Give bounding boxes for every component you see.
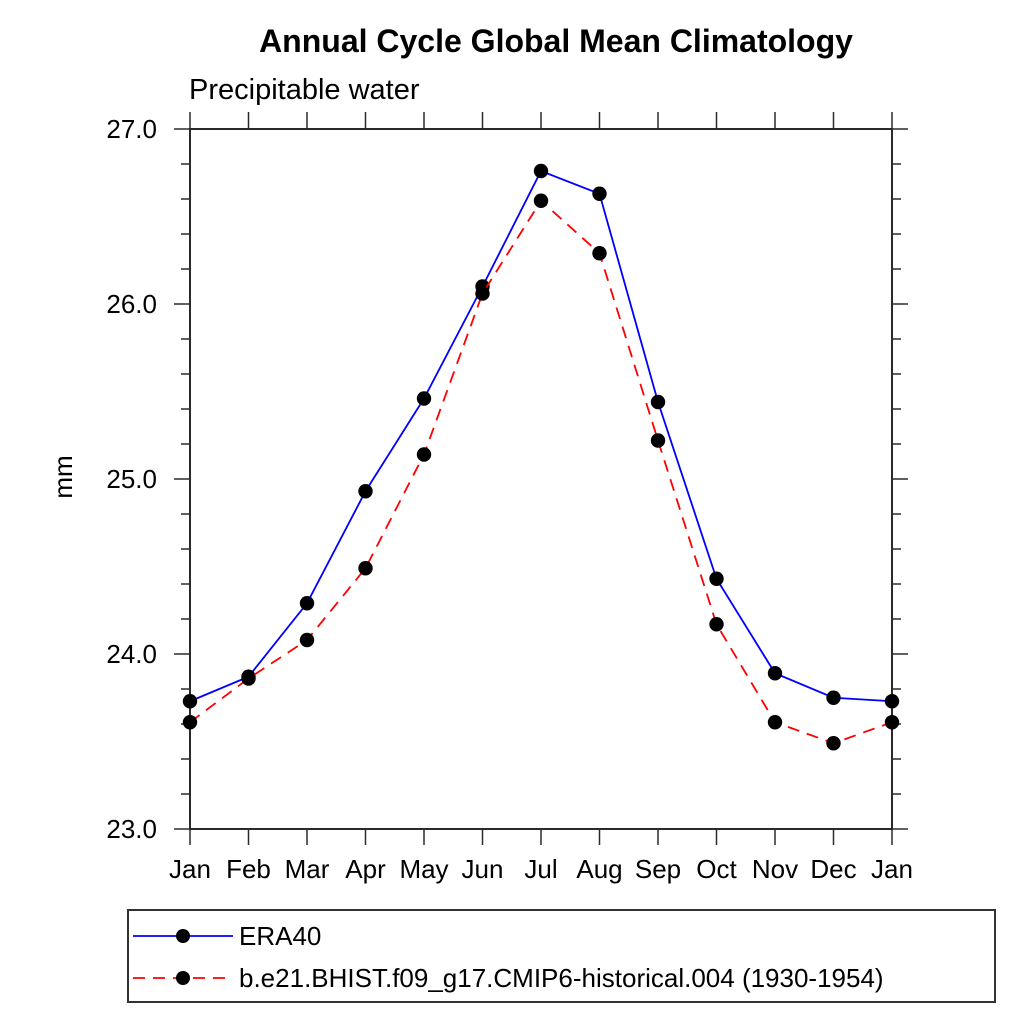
- data-point-marker: [884, 715, 900, 730]
- legend-label-cmip6: b.e21.BHIST.f09_g17.CMIP6-historical.004…: [239, 963, 884, 993]
- y-tick-label: 23.0: [106, 814, 157, 844]
- x-tick-label: May: [399, 854, 448, 884]
- x-tick-label: Oct: [696, 854, 737, 884]
- y-tick-label: 24.0: [106, 639, 157, 669]
- data-point-marker: [709, 571, 724, 586]
- data-point-marker: [650, 433, 666, 448]
- data-point-marker: [826, 690, 841, 705]
- data-series: [182, 163, 900, 751]
- legend-label-era40: ERA40: [239, 921, 321, 951]
- y-tick-label: 27.0: [106, 114, 157, 144]
- chart-title: Annual Cycle Global Mean Climatology: [259, 23, 853, 59]
- axes: Jan Feb Mar Apr May Jun Jul Aug Sep Oct Nov Dec Jan 2…: [106, 112, 913, 884]
- data-point-marker: [358, 561, 373, 576]
- series-line-0: [189, 169, 893, 703]
- data-point-marker: [767, 666, 783, 681]
- x-tick-label: Jun: [462, 854, 504, 884]
- legend-marker-icon: [176, 971, 190, 985]
- chart-subtitle: Precipitable water: [189, 74, 420, 106]
- data-point-marker: [650, 394, 666, 410]
- legend-marker-icon: [176, 929, 190, 943]
- x-tick-label: Jan: [871, 854, 913, 884]
- data-point-marker: [358, 484, 373, 499]
- data-point-marker: [475, 286, 490, 301]
- data-point-marker: [592, 186, 607, 201]
- series-line-1: [189, 199, 893, 745]
- legend-box: [127, 909, 996, 1003]
- data-point-marker: [416, 447, 432, 462]
- legend: ERA40 b.e21.BHIST.f09_g17.CMIP6-historic…: [127, 909, 996, 1003]
- x-tick-label: Mar: [285, 854, 330, 884]
- data-point-marker: [182, 694, 198, 709]
- x-tick-label: Dec: [810, 854, 856, 884]
- x-tick-label: Sep: [635, 854, 681, 884]
- x-tick-label: Nov: [752, 854, 798, 884]
- data-point-marker: [709, 617, 724, 632]
- x-tick-label: Jan: [169, 854, 211, 884]
- x-tick-label: Apr: [345, 854, 386, 884]
- data-point-marker: [182, 715, 198, 730]
- data-point-marker: [826, 736, 841, 751]
- data-point-marker: [299, 596, 315, 611]
- x-tick-label: Feb: [226, 854, 271, 884]
- data-point-marker: [592, 246, 607, 261]
- data-point-marker: [299, 632, 315, 648]
- x-tick-label: Jul: [524, 854, 557, 884]
- data-point-marker: [884, 694, 900, 709]
- x-tick-label: Aug: [576, 854, 622, 884]
- y-axis-label: mm: [48, 455, 78, 498]
- data-point-marker: [533, 163, 549, 179]
- data-point-marker: [241, 671, 256, 686]
- plot-frame: [189, 128, 893, 830]
- legend-item-era40: ERA40: [133, 921, 321, 951]
- y-tick-label: 26.0: [106, 289, 157, 319]
- data-point-marker: [533, 193, 549, 208]
- y-tick-label: 25.0: [106, 464, 157, 494]
- data-point-marker: [767, 715, 783, 730]
- legend-item-cmip6: b.e21.BHIST.f09_g17.CMIP6-historical.004…: [133, 963, 884, 993]
- data-point-marker: [416, 391, 432, 406]
